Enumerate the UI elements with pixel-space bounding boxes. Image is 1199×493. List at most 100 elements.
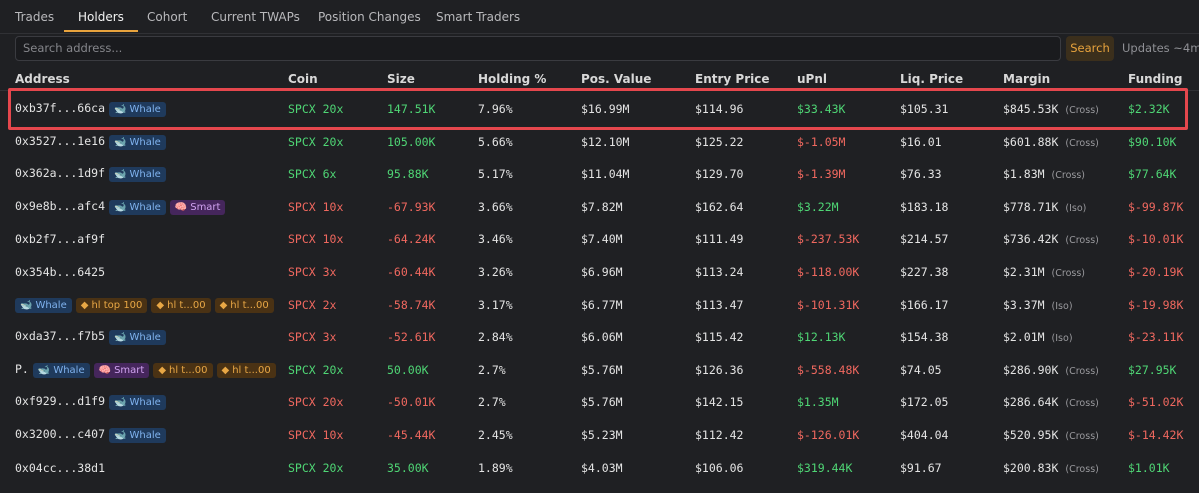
column-header: Holding % [478, 72, 547, 86]
search-button[interactable]: Search [1066, 36, 1114, 61]
tag-text: Smart [190, 201, 221, 213]
column-header: Margin [1003, 72, 1051, 86]
tab[interactable]: Position Changes [318, 10, 421, 24]
tag-text: Whale [129, 332, 161, 344]
update-status: Updates ~4m [1122, 41, 1199, 55]
margin-mode: (Iso) [1051, 333, 1073, 345]
holding-cell: 2.7% [478, 362, 506, 377]
coin-cell: SPCX 20x [288, 102, 344, 116]
address-cell[interactable]: 0xda37...f7b5 🐋 Whale [15, 329, 166, 346]
size-cell: -64.24K [387, 232, 436, 247]
tag-smart: 🧠 Smart [93, 362, 150, 378]
entry-cell: $111.49 [695, 232, 744, 247]
funding-cell: $27.95K [1128, 362, 1177, 377]
search-input[interactable]: Search address... [15, 36, 1061, 61]
address[interactable]: 0x9e8b...afc4 [15, 198, 106, 213]
entry-cell: $112.42 [695, 428, 744, 442]
holding-cell: 2.84% [478, 330, 513, 345]
size-cell: -60.44K [387, 265, 436, 279]
holding-cell: 5.17% [478, 167, 513, 182]
address-cell[interactable]: 0x04cc...38d1 [15, 461, 105, 475]
tag-icon: ◆ [80, 299, 89, 311]
address[interactable]: 0x04cc...38d1 [15, 460, 106, 475]
tag-icon: ◆ [158, 364, 167, 376]
address[interactable]: 0x362a...1d9f [15, 166, 106, 181]
holding-cell: 2.7% [478, 395, 506, 410]
margin-mode: (Cross) [1065, 235, 1099, 247]
tag-text: hl top 100 [91, 299, 143, 311]
margin-mode: (Cross) [1065, 463, 1099, 475]
funding-cell: $-99.87K [1128, 199, 1184, 214]
funding-cell: $77.64K [1128, 167, 1177, 182]
funding-cell: $90.10K [1128, 134, 1177, 149]
upnl-cell: $3.22M [797, 199, 839, 214]
tab[interactable]: Trades [15, 10, 55, 24]
margin-cell: $2.01M (Iso) [1003, 330, 1073, 345]
tag-whale: 🐋 Whale [15, 297, 72, 313]
address-cell[interactable]: 0xb2f7...af9f [15, 232, 105, 246]
address-cell[interactable]: 0x3200...c407 🐋 Whale [15, 427, 166, 443]
address[interactable]: 0x3200...c407 [15, 427, 106, 441]
tag-whale: 🐋 Whale [109, 102, 166, 117]
pos-value-cell: $4.03M [581, 460, 623, 475]
address[interactable]: 0xda37...f7b5 [15, 329, 106, 344]
pos-value-cell: $5.76M [581, 362, 623, 377]
address[interactable]: P. [15, 361, 29, 376]
address-cell[interactable]: 0xb37f...66ca 🐋 Whale [15, 101, 166, 117]
address[interactable]: 0xf929...d1f9 [15, 394, 106, 409]
address[interactable]: 0xb2f7...af9f [15, 232, 106, 247]
tag-text: Whale [129, 201, 161, 213]
address-cell[interactable]: 0x362a...1d9f 🐋 Whale [15, 166, 166, 183]
tab[interactable]: Current TWAPs [211, 10, 300, 24]
address[interactable]: 0x3527...1e16 [15, 133, 106, 148]
coin-cell: SPCX 2x [288, 297, 337, 312]
address[interactable]: 0x354b...6425 [15, 265, 106, 279]
address-cell[interactable]: 0xf929...d1f9 🐋 Whale [15, 394, 166, 411]
pos-value-cell: $11.04M [581, 167, 630, 182]
tag-icon: 🐋 [114, 104, 127, 115]
column-header: Pos. Value [581, 72, 652, 86]
size-cell: 147.51K [387, 102, 436, 116]
tag-icon: ◆ [219, 299, 228, 311]
margin-mode: (Cross) [1065, 398, 1099, 410]
address-cell[interactable]: 🐋 Whale ◆ hl top 100 ◆ hl t...00 ◆ hl t...00 [15, 297, 274, 313]
entry-cell: $113.47 [695, 297, 744, 312]
margin-cell: $200.83K (Cross) [1003, 460, 1099, 475]
tag-icon: ◆ [221, 364, 230, 376]
column-header: Coin [288, 72, 318, 86]
tab[interactable]: Holders [78, 10, 124, 24]
tab[interactable]: Cohort [147, 10, 188, 24]
entry-cell: $113.24 [695, 265, 744, 279]
address-cell[interactable]: 0x9e8b...afc4 🐋 Whale 🧠 Smart [15, 198, 226, 215]
entry-cell: $125.22 [695, 134, 744, 149]
upnl-cell: $-237.53K [797, 232, 860, 247]
upnl-cell: $319.44K [797, 460, 853, 475]
margin-cell: $1.83M (Cross) [1003, 167, 1086, 182]
address[interactable]: 0xb37f...66ca [15, 101, 106, 115]
margin-cell: $736.42K (Cross) [1003, 232, 1099, 247]
tag-icon: 🐋 [114, 332, 127, 344]
coin-cell: SPCX 3x [288, 265, 337, 279]
upnl-cell: $-101.31K [797, 297, 860, 312]
address-cell[interactable]: P. 🐋 Whale 🧠 Smart ◆ hl t...00 ◆ hl t...00 [15, 362, 276, 378]
margin-cell: $286.90K (Cross) [1003, 362, 1099, 377]
margin-mode: (Cross) [1051, 170, 1086, 182]
liq-cell: $172.05 [900, 395, 949, 410]
address-cell[interactable]: 0x354b...6425 [15, 265, 105, 279]
tag-text: Whale [129, 430, 161, 441]
tag-text: hl t...00 [230, 299, 269, 311]
margin-cell: $845.53K (Cross) [1003, 102, 1099, 116]
tag-text: hl t...00 [232, 364, 271, 376]
tag-text: Whale [129, 169, 161, 181]
funding-cell: $2.32K [1128, 102, 1170, 116]
tag-icon: 🐋 [114, 397, 127, 409]
liq-cell: $227.38 [900, 265, 949, 279]
upnl-cell: $-558.48K [797, 362, 860, 377]
active-tab-underline [64, 30, 138, 32]
address-cell[interactable]: 0x3527...1e16 🐋 Whale [15, 134, 166, 150]
funding-cell: $-19.98K [1128, 297, 1184, 312]
upnl-cell: $-126.01K [797, 428, 860, 442]
tab[interactable]: Smart Traders [436, 10, 521, 24]
tab-divider [0, 33, 1199, 34]
row-highlight [8, 88, 1188, 130]
